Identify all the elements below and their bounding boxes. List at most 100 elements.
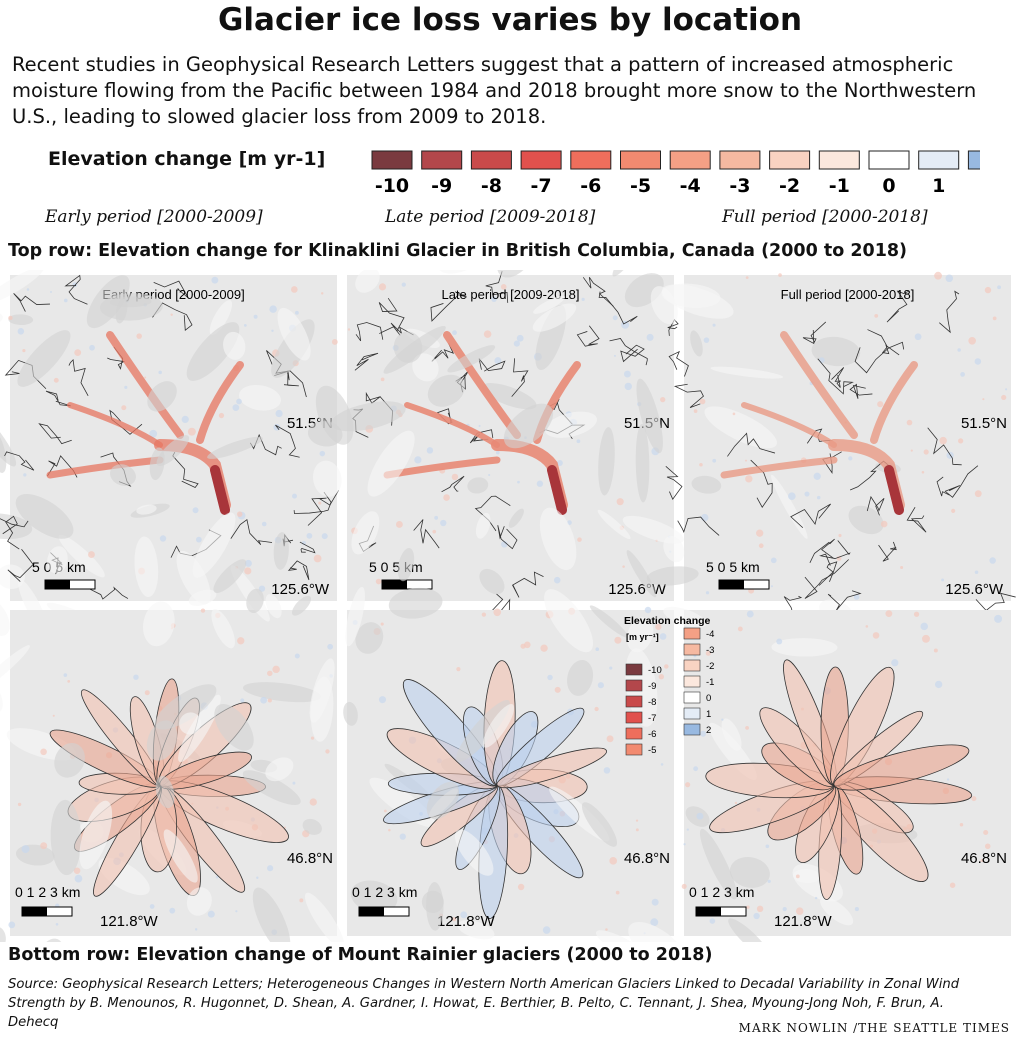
- speckle: [721, 718, 724, 721]
- speckle: [144, 690, 150, 696]
- speckle: [745, 475, 753, 483]
- terrain: [110, 464, 136, 486]
- inset-legend-unit: [m yr⁻¹]: [626, 632, 659, 642]
- inset-value: -10: [648, 665, 662, 676]
- inset-value: 0: [706, 693, 711, 704]
- legend-swatch: [818, 150, 860, 170]
- terrain: [0, 409, 17, 467]
- speckle: [635, 819, 639, 822]
- speckle: [624, 382, 632, 391]
- legend-swatch: [868, 150, 910, 170]
- glacier-trunk: [828, 439, 905, 511]
- glacier-trunk: [67, 402, 163, 448]
- speckle: [443, 494, 450, 501]
- speckle: [737, 626, 743, 632]
- glacier-outline: [866, 495, 885, 516]
- terrain: [533, 295, 566, 314]
- speckle: [395, 521, 403, 528]
- terrain: [211, 608, 235, 649]
- speckle: [195, 536, 202, 543]
- speckle: [880, 520, 888, 528]
- speckle: [501, 540, 508, 548]
- terrain: [350, 880, 398, 913]
- legend-label: Elevation change [m yr-1]: [48, 148, 326, 170]
- speckle: [865, 625, 869, 628]
- speckle: [235, 910, 238, 913]
- latitude-label: 46.8°N: [287, 850, 333, 867]
- speckle: [939, 436, 947, 445]
- speckle: [144, 376, 147, 379]
- glacier-outline: [609, 338, 648, 366]
- glacier-trunk: [780, 331, 858, 439]
- inset-swatch: [683, 643, 701, 656]
- speckle: [244, 567, 252, 575]
- speckle: [124, 385, 128, 389]
- speckle: [74, 874, 83, 883]
- speckle: [211, 276, 219, 284]
- speckle: [756, 905, 764, 913]
- terrain: [163, 829, 198, 883]
- glacier-outline: [849, 383, 873, 399]
- terrain: [475, 512, 491, 539]
- terrain: [0, 564, 25, 590]
- latitude-label: 51.5°N: [961, 415, 1007, 432]
- speckle: [331, 339, 338, 345]
- scale-label: 5 0 5 km: [706, 559, 760, 575]
- speckle: [603, 767, 611, 774]
- glacier-outline: [511, 358, 529, 397]
- scale-bar-fill: [45, 580, 70, 589]
- terrain: [214, 703, 254, 751]
- speckle: [923, 449, 929, 455]
- speckle: [218, 412, 225, 419]
- glacier-outline: [13, 292, 50, 312]
- glacier-outline: [68, 359, 89, 396]
- terrain: [192, 512, 236, 578]
- speckle: [804, 491, 810, 497]
- terrain: [8, 314, 34, 325]
- map-panel: 46.8°N 121.8°W 0 1 2 3 km: [0, 293, 674, 942]
- terrain: [650, 286, 678, 325]
- speckle: [605, 928, 608, 931]
- speckle: [313, 554, 322, 563]
- speckle: [699, 462, 703, 467]
- speckle: [524, 641, 531, 649]
- glacier-outline: [441, 475, 465, 493]
- speckle: [318, 501, 322, 505]
- terrain: [482, 383, 537, 410]
- terrain: [467, 477, 489, 494]
- speckle: [500, 284, 507, 290]
- speckle: [540, 644, 548, 652]
- glacier-outline: [379, 322, 414, 336]
- glacier-trunk: [404, 402, 500, 448]
- glacier-outline: [0, 518, 29, 528]
- inset-value: -2: [706, 661, 714, 672]
- terrain: [223, 331, 246, 360]
- scale-bar-fill: [696, 907, 721, 916]
- inset-legend: Elevation change[m yr⁻¹]-10-9-8-7-6-5-4-…: [624, 615, 714, 756]
- speckle: [553, 576, 561, 584]
- glacier-outline: [819, 540, 851, 566]
- speckle: [921, 470, 925, 474]
- terrain: [626, 617, 654, 653]
- terrain: [456, 699, 510, 762]
- speckle: [380, 377, 385, 382]
- terrain: [246, 588, 264, 614]
- speckle: [920, 622, 929, 631]
- terrain: [351, 511, 380, 555]
- scale-bar-fill: [359, 907, 384, 916]
- speckle: [495, 450, 500, 455]
- speckle: [756, 529, 764, 537]
- terrain: [508, 508, 524, 528]
- terrain: [581, 802, 618, 847]
- terrain: [589, 605, 629, 638]
- glacier-outline: [667, 318, 679, 336]
- terrain: [412, 353, 439, 382]
- terrain: [179, 712, 202, 735]
- speckle: [517, 480, 520, 484]
- terrain: [252, 887, 291, 942]
- glacier-outline: [275, 424, 300, 458]
- inset-swatch: [683, 707, 701, 720]
- speckle: [452, 330, 457, 336]
- terrain: [454, 829, 494, 876]
